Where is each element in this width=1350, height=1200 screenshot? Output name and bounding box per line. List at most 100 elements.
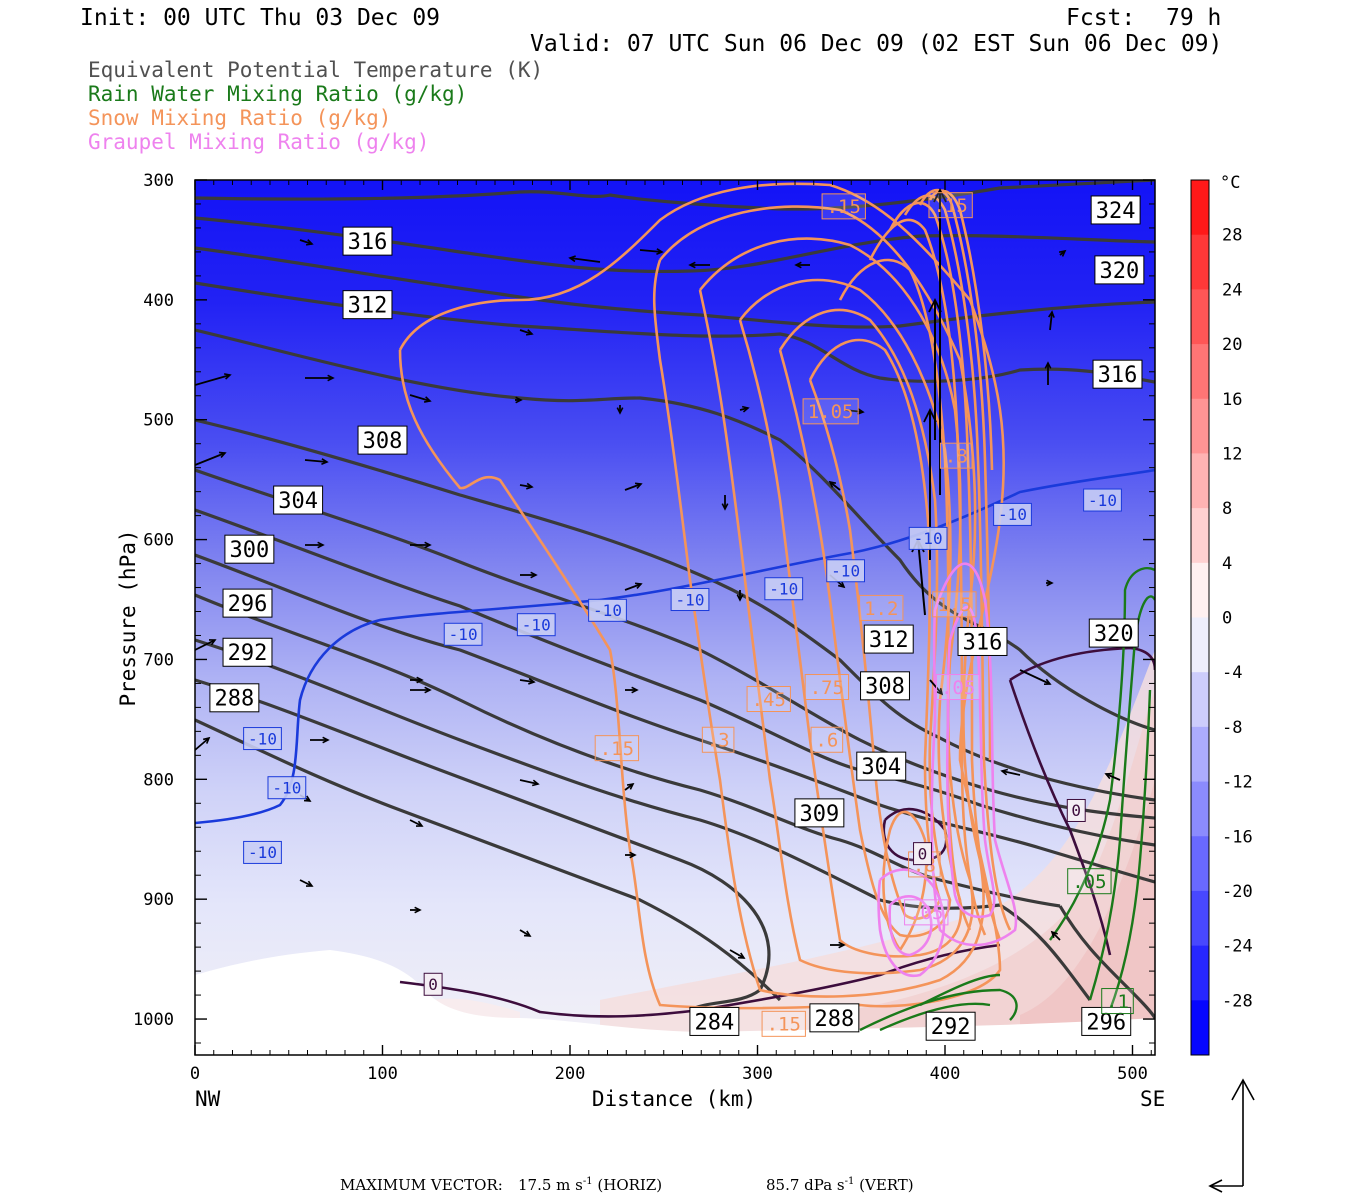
rain-label-text: .1 (1106, 991, 1129, 1013)
theta-e-label-text: 292 (931, 1015, 971, 1040)
snow-label: .45 (746, 686, 791, 713)
theta-e-label: 288 (209, 683, 260, 713)
isotherm-label-box (516, 613, 556, 637)
theta-e-contour (195, 418, 1155, 802)
max-vector-label: MAXIMUM VECTOR: (340, 1176, 503, 1194)
wind-vector-head (526, 482, 534, 490)
theta-e-contour (999, 903, 1092, 1001)
colorbar-bin (1191, 398, 1209, 454)
theta-e-label-text: 304 (278, 489, 318, 514)
snow-label: .3 (701, 726, 735, 753)
wind-vector-head (525, 329, 534, 336)
snow-label-text: 1.5 (937, 594, 971, 616)
rain-label: .1 (1101, 988, 1134, 1015)
colorbar-bin (1191, 289, 1209, 345)
wind-vector-head (626, 782, 635, 790)
snow-contour (882, 810, 928, 951)
theta-e-label-box (273, 485, 324, 515)
updraft-vector-head (933, 187, 947, 203)
snow-label-box (802, 398, 859, 425)
graupel-contour (930, 562, 1018, 947)
theta-e-contour (195, 638, 1001, 910)
updraft-vector (917, 539, 926, 616)
snow-label-box (804, 674, 850, 701)
isotherm-label: -10 (826, 559, 866, 583)
theta-e-label-text: 320 (1094, 622, 1134, 647)
wind-vector-head (528, 677, 536, 685)
snow-label: .15 (761, 1010, 806, 1037)
wind-vector-head (515, 396, 523, 404)
field-label-theta-e: Equivalent Potential Temperature (K) (88, 58, 544, 82)
snow-label: 1.5 (932, 591, 977, 618)
theta-e-label-text: 312 (869, 628, 909, 653)
colorbar-unit: °C (1220, 173, 1240, 193)
wind-vector (519, 484, 533, 488)
wind-vector (195, 639, 216, 651)
theta-e-label-text: 308 (363, 429, 403, 454)
theta-e-label: 316 (1092, 359, 1143, 389)
rain-contour (879, 1002, 991, 1032)
theta-e-label-text: 309 (800, 802, 840, 827)
colorbar-tick-label: 12 (1222, 444, 1242, 464)
theta-e-label-box (1081, 1006, 1132, 1036)
wind-vector-head (414, 906, 422, 914)
isotherm-label-box (443, 622, 483, 646)
zero-isotherm-label-text: 0 (918, 844, 928, 863)
colorbar-bin (1191, 836, 1209, 892)
isotherm-label-text: -10 (248, 729, 277, 748)
wind-vector-head (317, 541, 325, 549)
colorbar-tick-label: 8 (1222, 499, 1232, 519)
y-tick-label: 300 (143, 171, 174, 191)
wind-vector (195, 374, 231, 386)
theta-e-label-box (342, 290, 393, 320)
theta-e-label-text: 284 (695, 1010, 735, 1035)
y-tick-label: 500 (143, 411, 174, 431)
theta-e-label-text: 316 (348, 230, 388, 255)
snow-label-box (761, 1010, 806, 1037)
snow-label: .15 (821, 193, 866, 220)
theta-e-label: 308 (860, 671, 910, 701)
isotherm-label-text: -10 (1088, 491, 1117, 510)
isotherm-label: -10 (908, 526, 948, 550)
theta-e-label-box (794, 798, 845, 828)
y-axis-title: Pressure (hPa) (116, 529, 140, 706)
snow-label-box (821, 193, 866, 220)
isotherm-label: -10 (516, 613, 556, 637)
wind-vector (1051, 931, 1061, 941)
wind-vector-head (523, 930, 532, 937)
theta-e-label: 312 (342, 290, 393, 320)
theta-e-label-text: 312 (348, 294, 388, 319)
colorbar-tick-label: -24 (1222, 937, 1253, 957)
colorbar-tick-label: 0 (1222, 609, 1232, 629)
wind-vector-head (936, 687, 944, 696)
rain-contour (1108, 689, 1152, 1011)
wind-vector-head (416, 676, 424, 684)
colorbar-tick-label: -4 (1222, 663, 1242, 683)
theta-e-label-text: 292 (228, 641, 268, 666)
wind-vector-head (424, 686, 432, 694)
max-vector-vert-tag: (VERT) (859, 1176, 914, 1194)
wind-vector-head (305, 880, 314, 887)
updraft-vector-head (928, 297, 942, 313)
isotherm-label-text: -10 (449, 625, 478, 644)
isotherm-label-box (243, 840, 282, 864)
updraft-vector-head (923, 407, 937, 423)
wind-vector-head (794, 261, 802, 269)
wind-vector (639, 249, 663, 253)
theta-e-label-box (222, 637, 273, 667)
wind-vector-head (1000, 768, 1009, 776)
field-label-rain: Rain Water Mixing Ratio (g/kg) (88, 82, 468, 106)
colorbar-bin (1191, 1000, 1209, 1056)
wind-vector-head (721, 503, 729, 511)
theta-e-label: 296 (222, 588, 273, 618)
graupel-label-text: .05 (909, 902, 943, 924)
wind-vector-head (305, 239, 314, 246)
theta-e-label: 292 (222, 637, 273, 667)
isotherm-label-text: -10 (248, 843, 277, 862)
theta-e-label-text: 324 (1096, 199, 1136, 224)
theta-e-label-box (856, 751, 907, 781)
forecast-hours: 79 h (1166, 5, 1222, 31)
wind-vector (409, 819, 423, 827)
wind-vector-head (1044, 361, 1052, 369)
theta-e-label: 288 (809, 1003, 860, 1033)
